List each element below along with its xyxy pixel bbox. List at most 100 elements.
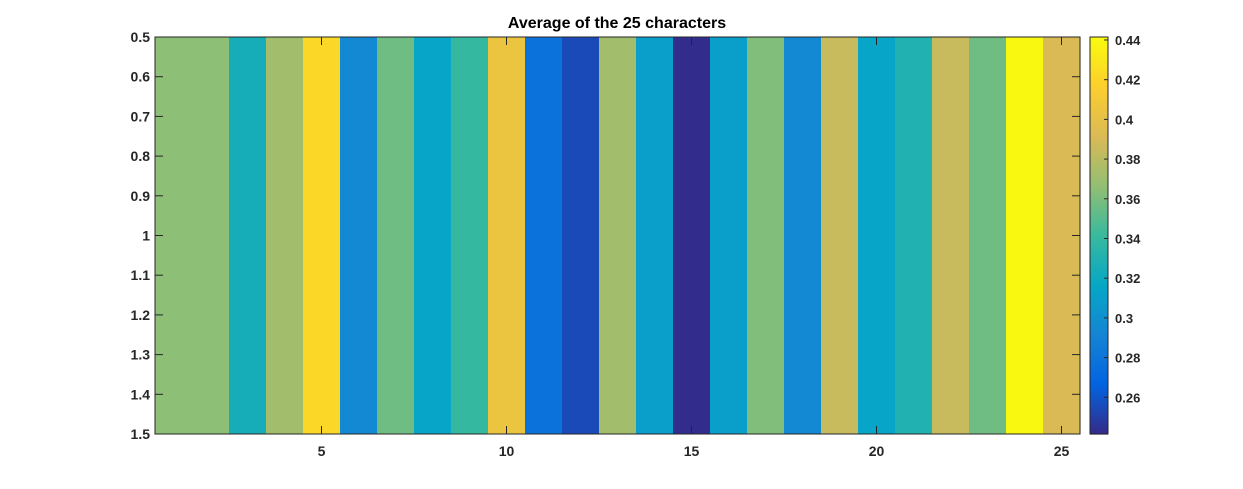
colorbar-segment bbox=[1090, 140, 1108, 143]
colorbar-segment bbox=[1090, 416, 1108, 419]
colorbar-segment bbox=[1090, 88, 1108, 92]
colorbar-segment bbox=[1090, 187, 1108, 191]
colorbar-segment bbox=[1090, 412, 1108, 415]
colorbar-segment bbox=[1090, 150, 1108, 153]
colorbar-segment bbox=[1090, 94, 1108, 98]
y-tick-label: 1.5 bbox=[131, 426, 151, 442]
colorbar-segment bbox=[1090, 209, 1108, 213]
heatmap-cells bbox=[155, 37, 1081, 434]
colorbar-segment bbox=[1090, 275, 1108, 278]
colorbar-segment bbox=[1090, 229, 1108, 233]
colorbar-segment bbox=[1090, 269, 1108, 272]
colorbar-segment bbox=[1090, 404, 1108, 407]
colorbar-segment bbox=[1090, 304, 1108, 308]
colorbar-segment bbox=[1090, 164, 1108, 167]
colorbar-segment bbox=[1090, 98, 1108, 102]
y-tick-label: 0.6 bbox=[131, 69, 151, 85]
y-tick-label: 0.8 bbox=[131, 148, 151, 164]
colorbar-segment bbox=[1090, 42, 1108, 46]
colorbar-segment bbox=[1090, 76, 1108, 80]
colorbar-segment bbox=[1090, 430, 1108, 433]
y-tick-label: 1.4 bbox=[131, 386, 151, 402]
colorbar-tick-label: 0.3 bbox=[1115, 311, 1133, 326]
colorbar-segment bbox=[1090, 50, 1108, 54]
colorbar-segment bbox=[1090, 102, 1108, 106]
colorbar-segment bbox=[1090, 330, 1108, 334]
colorbar-segment bbox=[1090, 46, 1108, 50]
colorbar-segment bbox=[1090, 158, 1108, 161]
colorbar-tick-label: 0.38 bbox=[1115, 152, 1140, 167]
colorbar-tick-label: 0.42 bbox=[1115, 73, 1140, 88]
colorbar-segment bbox=[1090, 299, 1108, 302]
colorbar-segment bbox=[1090, 128, 1108, 131]
colorbar-segment bbox=[1090, 74, 1108, 78]
heatmap-cell bbox=[266, 37, 304, 434]
colorbar-segment bbox=[1090, 84, 1108, 88]
colorbar-segment bbox=[1090, 152, 1108, 155]
chart-title: Average of the 25 characters bbox=[508, 15, 726, 32]
colorbar-segment bbox=[1090, 358, 1108, 362]
colorbar-segment bbox=[1090, 181, 1108, 185]
colorbar-segment bbox=[1090, 66, 1108, 70]
colorbar-segment bbox=[1090, 348, 1108, 352]
y-tick-label: 1.1 bbox=[131, 267, 151, 283]
colorbar-segment bbox=[1090, 398, 1108, 401]
colorbar-segment bbox=[1090, 171, 1108, 175]
colorbar-segment bbox=[1090, 138, 1108, 141]
colorbar-segment bbox=[1090, 168, 1108, 171]
colorbar-segment bbox=[1090, 326, 1108, 330]
colorbar-segment bbox=[1090, 241, 1108, 245]
colorbar-segment bbox=[1090, 376, 1108, 380]
colorbar-segment bbox=[1090, 420, 1108, 423]
colorbar-segment bbox=[1090, 86, 1108, 90]
colorbar-segment bbox=[1090, 156, 1108, 159]
colorbar-segment bbox=[1090, 301, 1108, 304]
colorbar-segment bbox=[1090, 70, 1108, 74]
colorbar-segment bbox=[1090, 340, 1108, 344]
heatmap-cell bbox=[821, 37, 859, 434]
y-axis: 0.5 0.6 0.7 0.8 0.9 1 1.1 1.2 1.3 1.4 1.5 bbox=[131, 29, 1080, 442]
heatmap-cell bbox=[969, 37, 1007, 434]
colorbar-segment bbox=[1090, 221, 1108, 225]
colorbar-segment bbox=[1090, 193, 1108, 197]
colorbar-segment bbox=[1090, 328, 1108, 332]
colorbar-segment bbox=[1090, 360, 1108, 364]
colorbar-segment bbox=[1090, 271, 1108, 274]
heatmap-cell bbox=[636, 37, 674, 434]
colorbar-segment bbox=[1090, 414, 1108, 417]
colorbar-segment bbox=[1090, 382, 1108, 385]
colorbar-segment bbox=[1090, 380, 1108, 383]
colorbar-segment bbox=[1090, 146, 1108, 149]
x-tick-label: 10 bbox=[499, 443, 515, 459]
heatmap-cell bbox=[525, 37, 563, 434]
x-tick-label: 20 bbox=[869, 443, 885, 459]
colorbar-segment bbox=[1090, 370, 1108, 374]
colorbar-segment bbox=[1090, 243, 1108, 247]
heatmap-cell bbox=[340, 37, 378, 434]
colorbar-segment bbox=[1090, 332, 1108, 336]
x-tick-label: 5 bbox=[318, 443, 326, 459]
colorbar-tick-label: 0.34 bbox=[1115, 231, 1141, 246]
colorbar-tick-label: 0.4 bbox=[1115, 112, 1134, 127]
colorbar-segment bbox=[1090, 80, 1108, 84]
colorbar-segment bbox=[1090, 100, 1108, 104]
colorbar-segment bbox=[1090, 392, 1108, 395]
colorbar-segment bbox=[1090, 104, 1108, 108]
colorbar-segment bbox=[1090, 388, 1108, 391]
colorbar-segment bbox=[1090, 215, 1108, 219]
colorbar-segment bbox=[1090, 62, 1108, 66]
colorbar-tick-label: 0.44 bbox=[1115, 33, 1141, 48]
colorbar-segment bbox=[1090, 148, 1108, 151]
colorbar-segment bbox=[1090, 324, 1108, 328]
y-tick-label: 0.7 bbox=[131, 108, 151, 124]
colorbar-segment bbox=[1090, 60, 1108, 64]
colorbar-segment bbox=[1090, 124, 1108, 127]
colorbar-segment bbox=[1090, 344, 1108, 348]
heatmap-cell bbox=[710, 37, 748, 434]
y-tick-label: 1.3 bbox=[131, 347, 151, 363]
colorbar-segment bbox=[1090, 306, 1108, 310]
heatmap-cell bbox=[784, 37, 822, 434]
colorbar-segment bbox=[1090, 362, 1108, 366]
colorbar-segment bbox=[1090, 257, 1108, 260]
